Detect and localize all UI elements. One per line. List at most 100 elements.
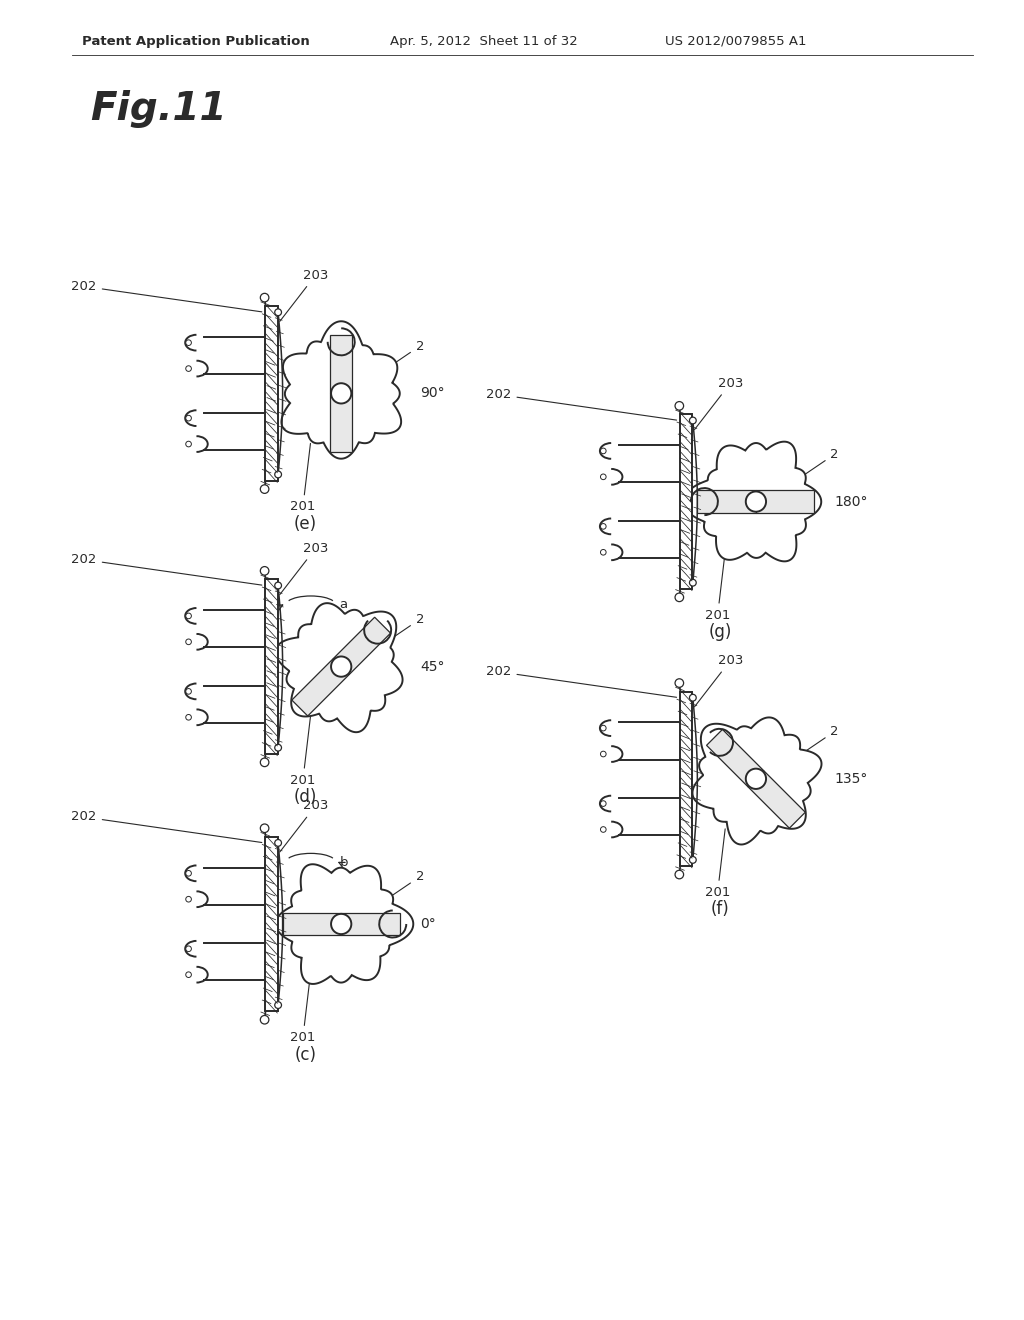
Circle shape	[274, 744, 282, 751]
Text: 2: 2	[792, 447, 839, 483]
Polygon shape	[341, 912, 399, 936]
Text: a: a	[339, 598, 347, 611]
Circle shape	[331, 383, 351, 404]
Circle shape	[185, 339, 191, 346]
Text: 202: 202	[72, 280, 262, 312]
Circle shape	[274, 309, 282, 315]
Circle shape	[600, 751, 606, 756]
Polygon shape	[283, 912, 341, 936]
Circle shape	[274, 840, 282, 846]
Circle shape	[185, 441, 191, 447]
Circle shape	[600, 801, 606, 807]
Circle shape	[600, 826, 606, 833]
Circle shape	[331, 656, 351, 677]
Circle shape	[600, 524, 606, 529]
Text: Fig.11: Fig.11	[90, 90, 226, 128]
Circle shape	[689, 579, 696, 586]
Polygon shape	[330, 335, 352, 393]
Text: 203: 203	[280, 799, 329, 851]
Bar	[265, 579, 278, 754]
Circle shape	[185, 689, 191, 694]
Circle shape	[260, 484, 269, 494]
Text: 202: 202	[72, 553, 262, 585]
Circle shape	[600, 447, 606, 454]
Circle shape	[675, 870, 684, 879]
Circle shape	[260, 566, 269, 576]
Text: 0°: 0°	[420, 917, 436, 931]
Polygon shape	[333, 618, 390, 675]
Circle shape	[260, 824, 269, 833]
Circle shape	[689, 694, 696, 701]
Polygon shape	[330, 393, 352, 451]
Circle shape	[600, 474, 606, 479]
Text: 201: 201	[290, 717, 315, 787]
Circle shape	[185, 714, 191, 721]
Text: 2: 2	[377, 612, 424, 648]
Circle shape	[689, 417, 696, 424]
Circle shape	[274, 471, 282, 478]
Circle shape	[260, 758, 269, 767]
Circle shape	[745, 491, 766, 512]
Polygon shape	[756, 490, 814, 513]
Text: Patent Application Publication: Patent Application Publication	[82, 36, 309, 48]
Circle shape	[675, 593, 684, 602]
Text: 2: 2	[377, 339, 424, 375]
Text: 202: 202	[72, 810, 262, 842]
Polygon shape	[282, 321, 401, 458]
Circle shape	[185, 639, 191, 644]
Polygon shape	[692, 718, 821, 845]
Text: US 2012/0079855 A1: US 2012/0079855 A1	[665, 36, 807, 48]
Text: 202: 202	[486, 388, 677, 420]
Polygon shape	[748, 771, 805, 828]
Text: b: b	[339, 855, 348, 869]
Circle shape	[274, 582, 282, 589]
Circle shape	[185, 366, 191, 371]
Circle shape	[689, 857, 696, 863]
Polygon shape	[697, 490, 756, 513]
Circle shape	[600, 549, 606, 556]
Circle shape	[745, 768, 766, 789]
Bar	[265, 306, 278, 480]
Text: 201: 201	[705, 829, 730, 899]
Polygon shape	[292, 659, 349, 715]
Circle shape	[185, 972, 191, 978]
Text: 135°: 135°	[835, 772, 868, 785]
Text: 201: 201	[290, 974, 315, 1044]
Text: 202: 202	[486, 665, 677, 697]
Text: 2: 2	[792, 725, 839, 760]
Text: Apr. 5, 2012  Sheet 11 of 32: Apr. 5, 2012 Sheet 11 of 32	[390, 36, 578, 48]
Circle shape	[260, 1015, 269, 1024]
Text: 201: 201	[705, 552, 730, 622]
Polygon shape	[275, 603, 402, 733]
Polygon shape	[707, 730, 764, 787]
Text: (e): (e)	[294, 515, 316, 533]
Bar	[265, 837, 278, 1011]
Text: 2: 2	[377, 870, 424, 906]
Text: 203: 203	[280, 268, 329, 321]
Text: 45°: 45°	[420, 660, 444, 673]
Text: 203: 203	[694, 653, 743, 706]
Text: 180°: 180°	[835, 495, 868, 508]
Circle shape	[185, 870, 191, 876]
Bar	[680, 414, 692, 589]
Text: 203: 203	[694, 376, 743, 429]
Circle shape	[260, 293, 269, 302]
Circle shape	[675, 401, 684, 411]
Circle shape	[274, 1002, 282, 1008]
Text: (f): (f)	[711, 900, 729, 919]
Polygon shape	[275, 865, 414, 983]
Text: 201: 201	[290, 444, 315, 513]
Circle shape	[185, 612, 191, 619]
Circle shape	[185, 946, 191, 952]
Circle shape	[675, 678, 684, 688]
Text: (c): (c)	[294, 1045, 316, 1064]
Text: (d): (d)	[294, 788, 316, 807]
Circle shape	[185, 896, 191, 902]
Text: 90°: 90°	[420, 387, 444, 400]
Bar	[680, 692, 692, 866]
Circle shape	[185, 416, 191, 421]
Circle shape	[600, 725, 606, 731]
Polygon shape	[684, 442, 821, 561]
Circle shape	[331, 913, 351, 935]
Text: (g): (g)	[709, 623, 731, 642]
